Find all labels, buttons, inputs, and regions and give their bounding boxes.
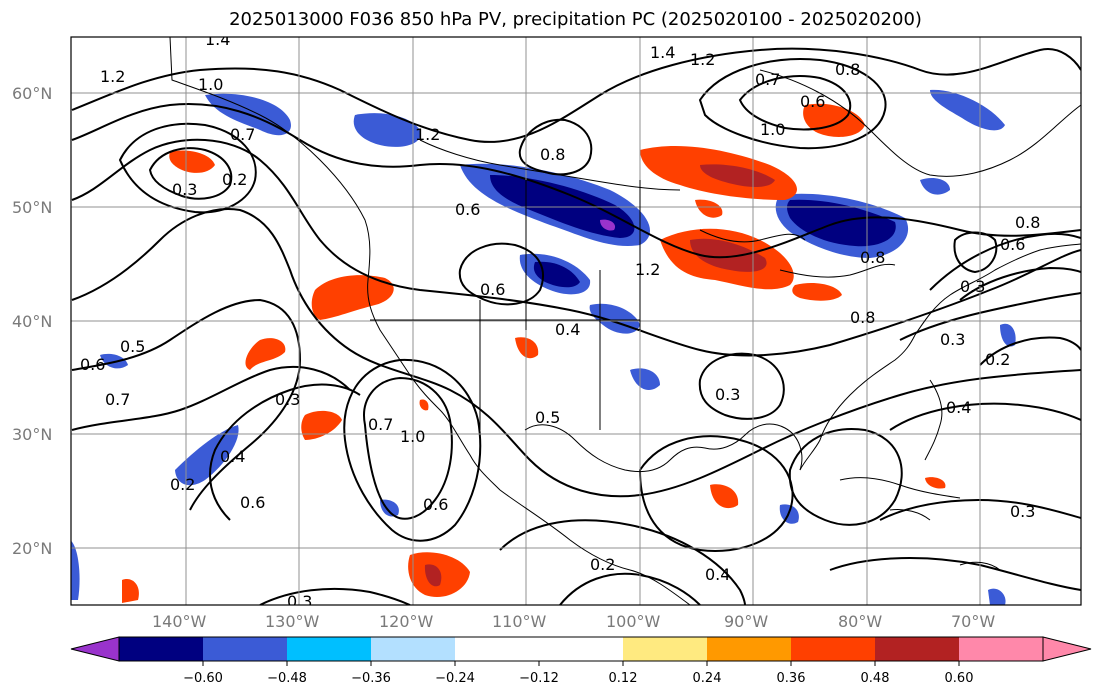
lat-label: 40°N <box>12 312 52 331</box>
lon-label: 120°W <box>379 612 434 631</box>
contour-label: 0.5 <box>535 408 560 427</box>
contour-label: 0.6 <box>80 355 105 374</box>
colorbar-tick-label: −0.24 <box>435 671 475 686</box>
contour-label: 1.0 <box>760 120 785 139</box>
contour-label: 0.7 <box>230 125 255 144</box>
colorbar-tick-label: 0.60 <box>945 671 974 686</box>
contour-label: 0.3 <box>172 180 197 199</box>
colorbar-ticks <box>202 661 960 666</box>
colorbar-bin <box>287 637 371 661</box>
contour-label: 0.3 <box>940 330 965 349</box>
map-frame <box>70 36 1082 606</box>
contour-label: 0.3 <box>1010 502 1035 521</box>
contour-label: 1.2 <box>415 125 440 144</box>
contour-label: 0.8 <box>835 60 860 79</box>
colorbar-bin <box>791 637 875 661</box>
colorbar-low-arrow <box>70 636 120 662</box>
contour-label: 0.6 <box>1000 235 1025 254</box>
contour-label: 0.3 <box>275 390 300 409</box>
colorbar-bin <box>959 637 1043 661</box>
lon-label: 140°W <box>152 612 207 631</box>
contour-label: 0.6 <box>800 92 825 111</box>
contour-label: 0.3 <box>715 385 740 404</box>
colorbar-bin <box>119 637 203 661</box>
lon-label: 130°W <box>265 612 320 631</box>
contour-label: 0.8 <box>860 248 885 267</box>
colorbar-bin <box>539 637 623 661</box>
contour-label: 0.6 <box>423 495 448 514</box>
lat-label: 20°N <box>12 539 52 558</box>
lat-label: 30°N <box>12 425 52 444</box>
colorbar-bin <box>623 637 707 661</box>
lon-label: 90°W <box>724 612 768 631</box>
contour-label: 1.4 <box>205 30 230 49</box>
contour-label: 1.2 <box>690 50 715 69</box>
contour-label: 0.2 <box>985 350 1010 369</box>
contour-label: 1.0 <box>400 427 425 446</box>
colorbar: −0.60 −0.48 −0.36 −0.24 −0.12 0.12 0.24 … <box>70 636 1092 686</box>
contour-label: 0.6 <box>240 493 265 512</box>
lon-label: 70°W <box>951 612 995 631</box>
pv-contours <box>71 47 1081 605</box>
lat-label: 50°N <box>12 198 52 217</box>
lon-label: 80°W <box>838 612 882 631</box>
contour-label-group: 1.4 1.2 1.0 0.7 0.2 0.3 0.8 0.6 1.2 0.7 … <box>80 30 1040 611</box>
map-title: 2025013000 F036 850 hPa PV, precipitatio… <box>229 9 922 30</box>
contour-label: 0.2 <box>590 555 615 574</box>
contour-label: 0.4 <box>705 565 730 584</box>
colorbar-tick-label: 0.24 <box>693 671 722 686</box>
contour-label: 0.2 <box>222 170 247 189</box>
longitude-labels: 140°W 130°W 120°W 110°W 100°W 90°W 80°W … <box>152 612 995 631</box>
colorbar-high-arrow <box>1042 636 1092 662</box>
graticule <box>71 37 1081 605</box>
contour-label: 1.4 <box>650 43 675 62</box>
contour-label: 0.5 <box>120 337 145 356</box>
contour-label: 1.2 <box>635 260 660 279</box>
colorbar-tick-label: −0.36 <box>351 671 391 686</box>
lat-label: 60°N <box>12 84 52 103</box>
colorbar-bin <box>707 637 791 661</box>
colorbar-tick-label: 0.36 <box>777 671 806 686</box>
contour-label: 0.8 <box>540 145 565 164</box>
contour-label: 0.4 <box>555 320 580 339</box>
contour-label: 0.3 <box>960 277 985 296</box>
colorbar-bin <box>371 637 455 661</box>
contour-label: 0.4 <box>946 398 971 417</box>
colorbar-bin <box>203 637 287 661</box>
contour-label: 1.0 <box>198 75 223 94</box>
contour-label: 0.7 <box>105 390 130 409</box>
shade-california-high <box>311 275 394 320</box>
colorbar-tick-label: 0.48 <box>861 671 890 686</box>
lon-label: 100°W <box>606 612 661 631</box>
colorbar-outline <box>118 636 1044 662</box>
colorbar-bin <box>455 637 539 661</box>
contour-label: 0.4 <box>220 447 245 466</box>
contour-label: 0.6 <box>455 200 480 219</box>
contour-label: 1.2 <box>100 67 125 86</box>
contour-label: 0.7 <box>755 70 780 89</box>
contour-label: 0.2 <box>170 475 195 494</box>
lon-label: 110°W <box>492 612 547 631</box>
contour-label: 0.6 <box>480 280 505 299</box>
colorbar-tick-label: −0.12 <box>519 671 559 686</box>
contour-label: 0.8 <box>1015 213 1040 232</box>
contour-label: 0.7 <box>368 415 393 434</box>
latitude-labels: 60°N 50°N 40°N 30°N 20°N <box>12 84 52 558</box>
colorbar-tick-label: −0.60 <box>183 671 223 686</box>
coastlines <box>169 37 1081 605</box>
colorbar-tick-label: −0.48 <box>267 671 307 686</box>
colorbar-tick-label: 0.12 <box>609 671 638 686</box>
contour-label: 0.8 <box>850 308 875 327</box>
colorbar-bin <box>875 637 959 661</box>
contour-label: 0.3 <box>287 592 312 611</box>
